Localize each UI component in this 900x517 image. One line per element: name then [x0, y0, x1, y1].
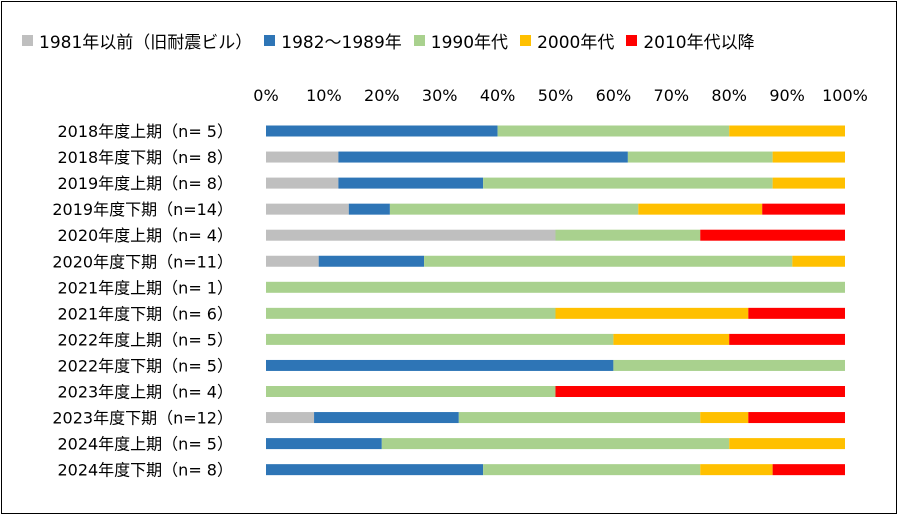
bar-segment-10-4	[555, 386, 845, 397]
category-label-2: 2019年度上期（n= 8）	[57, 174, 233, 193]
legend-label-0: 1981年以前（旧耐震ビル）	[39, 33, 253, 53]
category-label-7: 2021年度下期（n= 6）	[57, 304, 233, 323]
bar-segment-1-1	[338, 151, 628, 163]
x-tick-label-0: 0%	[253, 86, 278, 105]
category-label-5: 2020年度下期（n=11）	[52, 252, 233, 271]
bar-segment-7-4	[748, 307, 845, 319]
x-tick-label-1: 10%	[306, 86, 342, 105]
bar-segment-9-2	[613, 359, 845, 371]
legend-swatch-1	[264, 35, 276, 46]
bar-segment-12-3	[729, 438, 845, 450]
bar-segment-0-3	[729, 125, 845, 137]
bar-segment-11-3	[700, 412, 749, 424]
bar-segment-9-1	[266, 359, 614, 371]
bar-segment-12-1	[266, 438, 382, 450]
bar-segment-13-3	[700, 464, 773, 476]
legend: 1981年以前（旧耐震ビル） 1982～1989年 1990年代 2000年代 2010…	[22, 28, 767, 53]
category-label-8: 2022年度上期（n= 5）	[57, 330, 233, 349]
bar-segment-13-4	[772, 464, 845, 476]
bar-segment-10-2	[266, 386, 556, 397]
category-label-4: 2020年度上期（n= 4）	[57, 226, 233, 245]
bar-segment-13-1	[266, 464, 484, 476]
legend-label-4: 2010年代以降	[643, 33, 755, 53]
bar-segment-11-1	[314, 412, 459, 424]
legend-item-2: 1990年代	[413, 28, 509, 53]
bar-segment-5-2	[424, 255, 793, 267]
bar-segment-6-2	[266, 281, 845, 293]
bar-segment-7-2	[266, 307, 556, 319]
bar-segment-3-1	[348, 203, 390, 215]
bar-segment-5-3	[792, 255, 845, 267]
bar-segment-11-0	[266, 412, 315, 424]
x-tick-label-8: 80%	[711, 86, 747, 105]
category-label-9: 2022年度下期（n= 5）	[57, 356, 233, 375]
category-label-12: 2024年度上期（n= 5）	[57, 435, 233, 454]
legend-label-1: 1982～1989年	[281, 33, 402, 53]
x-tick-label-10: 100%	[822, 86, 868, 105]
bar-segment-12-2	[381, 438, 730, 450]
legend-item-4: 2010年代以降	[626, 28, 755, 53]
x-tick-label-3: 30%	[422, 86, 458, 105]
legend-swatch-2	[413, 35, 425, 46]
legend-swatch-4	[626, 35, 638, 46]
category-label-13: 2024年度下期（n= 8）	[57, 461, 233, 480]
bar-segment-3-3	[638, 203, 763, 215]
bar-segment-5-0	[266, 255, 319, 267]
bar-segment-4-2	[555, 229, 701, 241]
bar-segment-1-2	[627, 151, 773, 163]
x-tick-label-6: 60%	[596, 86, 632, 105]
bar-segment-8-4	[729, 333, 845, 345]
legend-label-3: 2000年代	[537, 33, 615, 53]
bar-segment-8-2	[266, 333, 614, 345]
x-tick-label-2: 20%	[364, 86, 400, 105]
legend-item-1: 1982～1989年	[264, 28, 402, 53]
legend-item-0: 1981年以前（旧耐震ビル）	[22, 28, 252, 53]
category-label-6: 2021年度上期（n= 1）	[57, 278, 233, 297]
bar-segment-3-0	[266, 203, 349, 215]
bar-segment-2-0	[266, 177, 339, 189]
bar-segment-2-3	[772, 177, 845, 189]
category-label-1: 2018年度下期（n= 8）	[57, 148, 233, 167]
category-label-0: 2018年度上期（n= 5）	[57, 122, 233, 141]
bar-segment-5-1	[318, 255, 425, 267]
x-tick-label-7: 70%	[654, 86, 690, 105]
bar-segment-4-4	[700, 229, 845, 241]
bar-segment-11-2	[458, 412, 701, 424]
bar-segment-4-0	[266, 229, 556, 241]
legend-swatch-3	[520, 35, 532, 46]
bar-segment-0-2	[497, 125, 730, 137]
bar-segment-7-3	[555, 307, 749, 319]
category-label-10: 2023年度上期（n= 4）	[57, 383, 233, 402]
bar-segment-3-2	[389, 203, 639, 215]
x-tick-label-9: 90%	[769, 86, 805, 105]
legend-swatch-0	[22, 35, 33, 46]
bar-segment-1-0	[266, 151, 339, 163]
bar-segment-2-1	[338, 177, 484, 189]
bar-segment-0-1	[266, 125, 498, 137]
bar-segment-13-2	[483, 464, 701, 476]
x-tick-label-4: 40%	[480, 86, 516, 105]
legend-label-2: 1990年代	[430, 33, 509, 53]
bar-segment-1-3	[772, 151, 845, 163]
x-tick-label-5: 50%	[538, 86, 574, 105]
legend-item-3: 2000年代	[520, 28, 614, 53]
bar-segment-2-2	[483, 177, 773, 189]
bar-segment-11-4	[748, 412, 845, 424]
category-label-11: 2023年度下期（n=12）	[52, 409, 233, 428]
bar-segment-8-3	[613, 333, 730, 345]
category-label-3: 2019年度下期（n=14）	[52, 200, 233, 219]
bar-segment-3-4	[762, 203, 845, 215]
